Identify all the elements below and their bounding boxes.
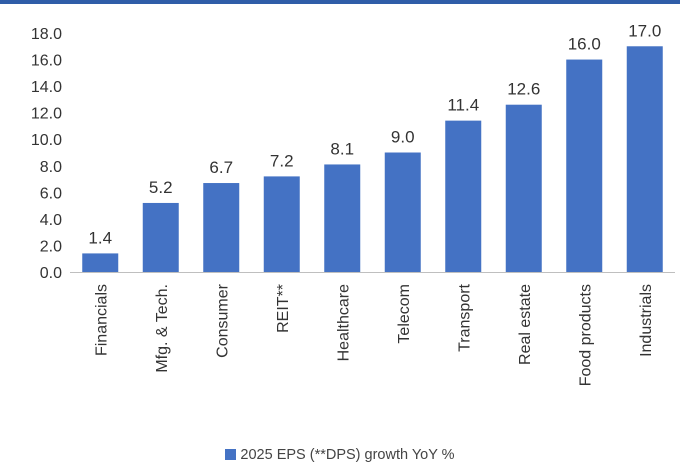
data-label: 1.4	[88, 228, 112, 247]
x-tick-label: Telecom	[396, 284, 413, 344]
data-label: 11.4	[447, 96, 479, 115]
x-tick-label: Consumer	[214, 283, 231, 357]
x-tick-label: Food products	[577, 284, 594, 386]
data-label: 9.0	[391, 128, 415, 147]
x-tick-label: Real estate	[517, 284, 534, 365]
y-tick-label: 4.0	[40, 212, 62, 229]
data-label: 6.7	[209, 158, 233, 177]
bars-group	[82, 46, 663, 273]
x-tick-label: REIT**	[275, 284, 292, 333]
x-tick-label: Healthcare	[335, 284, 352, 361]
data-label: 8.1	[330, 139, 354, 158]
data-label: 7.2	[270, 151, 294, 170]
legend-label: 2025 EPS (**DPS) growth YoY %	[240, 447, 455, 463]
y-tick-label: 12.0	[31, 106, 62, 123]
y-axis-ticks: 0.0 2.0 4.0 6.0 8.0 10.0 12.0 14.0 16.0 18.0	[31, 26, 62, 282]
x-axis-labels: Financials Mfg. & Tech. Consumer REIT** Heal…	[93, 283, 655, 386]
data-label: 5.2	[149, 178, 173, 197]
bar	[82, 253, 119, 272]
y-tick-label: 18.0	[31, 26, 62, 43]
bar	[142, 202, 179, 272]
y-tick-label: 14.0	[31, 79, 62, 96]
bar	[505, 104, 542, 272]
x-tick-label: Mfg. & Tech.	[154, 284, 171, 373]
data-label: 17.0	[628, 21, 661, 40]
bar	[566, 59, 603, 272]
data-label: 16.0	[568, 35, 601, 54]
x-tick-label: Financials	[93, 284, 110, 356]
y-tick-label: 8.0	[40, 159, 62, 176]
y-tick-label: 0.0	[40, 265, 62, 282]
y-tick-label: 10.0	[31, 132, 62, 149]
bar	[384, 152, 421, 272]
x-tick-label: Industrials	[638, 284, 655, 357]
bar	[263, 176, 300, 272]
bar-chart: 0.0 2.0 4.0 6.0 8.0 10.0 12.0 14.0 16.0 18.0 1.4 5…	[31, 21, 675, 386]
legend: 2025 EPS (**DPS) growth YoY %	[0, 447, 680, 463]
data-labels-group: 1.4 5.2 6.7 7.2 8.1 9.0 11.4 12.6 16.0 17.0	[88, 21, 661, 247]
data-label: 12.6	[507, 80, 540, 99]
bar	[445, 120, 482, 272]
bar	[203, 183, 240, 272]
x-tick-label: Transport	[456, 283, 473, 351]
bar	[626, 46, 663, 273]
bar	[324, 164, 361, 272]
y-tick-label: 16.0	[31, 53, 62, 70]
y-tick-label: 2.0	[40, 238, 62, 255]
y-tick-label: 6.0	[40, 185, 62, 202]
legend-swatch	[225, 449, 237, 460]
top-accent-rule	[0, 0, 680, 4]
